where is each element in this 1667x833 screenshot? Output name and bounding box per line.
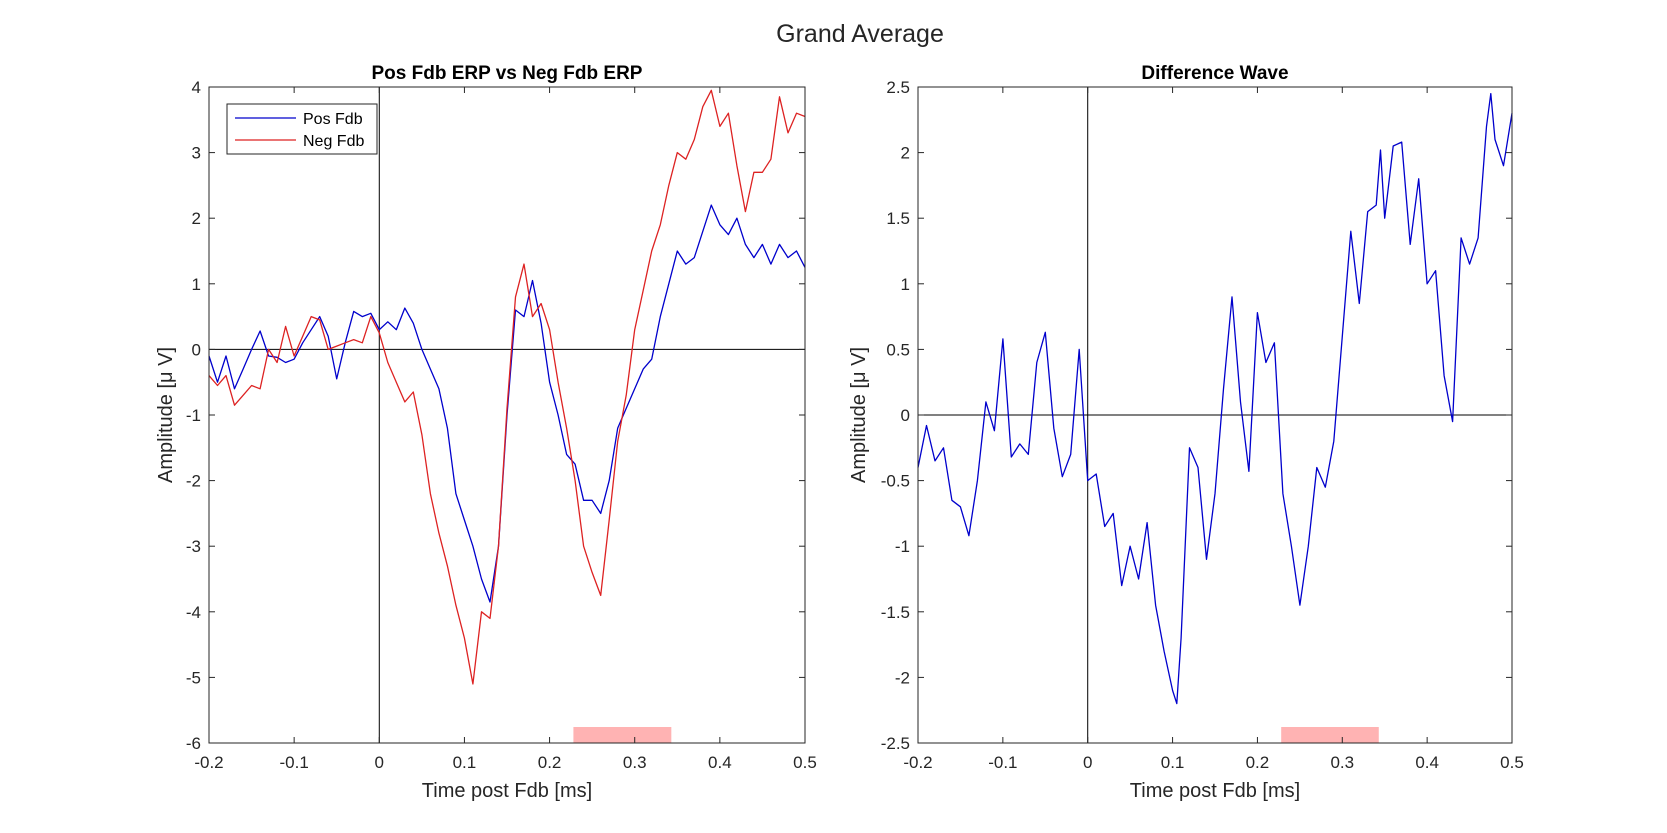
x-tick-label: -0.2 [903, 753, 932, 772]
y-tick-label: 3 [192, 144, 201, 163]
y-tick-label: 0 [192, 340, 201, 359]
y-tick-label: -5 [186, 668, 201, 687]
y-axis-label: Amplitude [μ V] [155, 347, 177, 483]
y-tick-label: -0.5 [881, 472, 910, 491]
y-tick-label: 2 [192, 209, 201, 228]
x-tick-label: 0.5 [793, 753, 817, 772]
x-tick-label: 0 [375, 753, 384, 772]
legend-label-pos-fdb: Pos Fdb [303, 111, 363, 128]
y-tick-label: -6 [186, 734, 201, 753]
panel-pos-neg-erp: -0.2 -0.1 0 0.1 0.2 0.3 0.4 0.5 -6 -5 -4 -3 -2 -1 0 1 2 3… [155, 63, 817, 802]
panel-title: Difference Wave [1141, 63, 1288, 84]
panel-title: Pos Fdb ERP vs Neg Fdb ERP [372, 63, 643, 84]
x-tick-label: 0.4 [1415, 753, 1439, 772]
x-tick-label: -0.2 [194, 753, 223, 772]
series-line-difference-wave [917, 92, 1513, 705]
y-tick-label: -2 [895, 668, 910, 687]
y-tick-label: 0 [901, 406, 910, 425]
y-tick-label: 2.5 [886, 78, 910, 97]
y-tick-label: -2.5 [881, 734, 910, 753]
y-tick-label: 0.5 [886, 340, 910, 359]
significance-window [1281, 727, 1379, 743]
series-line-neg-fdb [208, 89, 806, 685]
y-tick-label: -2 [186, 472, 201, 491]
x-tick-label: -0.1 [988, 753, 1017, 772]
y-tick-label: 2 [901, 144, 910, 163]
y-tick-label: -1.5 [881, 603, 910, 622]
y-tick-label: -4 [186, 603, 201, 622]
x-tick-label: 0.3 [1330, 753, 1354, 772]
figure-title: Grand Average [776, 20, 944, 48]
y-axis-label: Amplitude [μ V] [848, 347, 870, 483]
x-tick-label: -0.1 [279, 753, 308, 772]
panel-difference-wave: -0.2 -0.1 0 0.1 0.2 0.3 0.4 0.5 -2.5 -2 -1.5 -1 -0.5… [848, 63, 1524, 802]
x-tick-label: 0.1 [1161, 753, 1185, 772]
y-tick-label: -3 [186, 537, 201, 556]
y-tick-label: 1 [901, 275, 910, 294]
x-tick-label: 0.2 [538, 753, 562, 772]
y-tick-label: 1.5 [886, 209, 910, 228]
x-axis-label: Time post Fdb [ms] [1130, 780, 1300, 802]
y-tick-label: 4 [192, 78, 201, 97]
legend-label-neg-fdb: Neg Fdb [303, 133, 364, 150]
x-tick-label: 0.4 [708, 753, 732, 772]
y-tick-label: 1 [192, 275, 201, 294]
x-tick-label: 0.2 [1246, 753, 1270, 772]
x-tick-label: 0 [1083, 753, 1092, 772]
x-tick-label: 0.3 [623, 753, 647, 772]
x-tick-label: 0.1 [453, 753, 477, 772]
y-tick-label: -1 [186, 406, 201, 425]
legend-box [226, 103, 378, 155]
x-axis-label: Time post Fdb [ms] [422, 780, 592, 802]
y-tick-label: -1 [895, 537, 910, 556]
significance-window [573, 727, 672, 743]
x-tick-label: 0.5 [1500, 753, 1524, 772]
legend: Pos Fdb Neg Fdb [226, 103, 378, 155]
